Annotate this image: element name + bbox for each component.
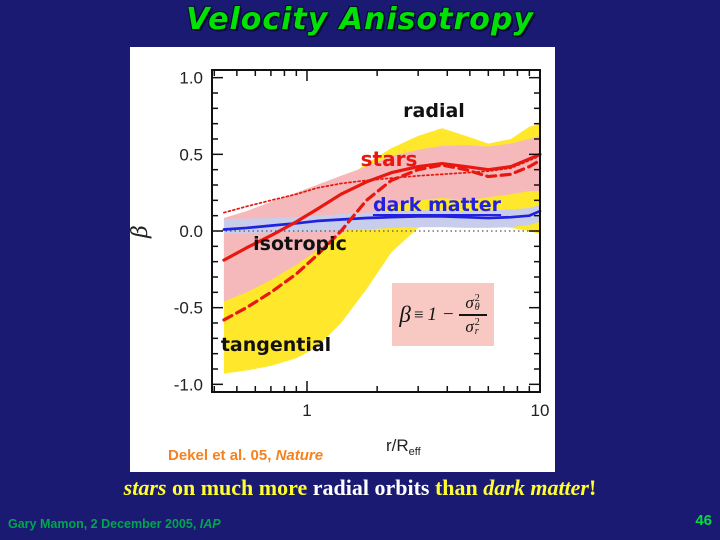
series-stars-dotted-example xyxy=(223,155,541,214)
beta-symbol: β xyxy=(399,301,411,327)
label-stars: stars xyxy=(360,147,418,171)
citation: Dekel et al. 05, Nature xyxy=(168,447,324,464)
label-dark-matter: dark matter xyxy=(372,194,502,216)
y-tick-label: -0.5 xyxy=(174,299,203,318)
label-tangential: tangential xyxy=(220,334,332,356)
bands xyxy=(223,123,540,374)
y-tick-label: 0.5 xyxy=(179,145,203,164)
y-tick-label: -1.0 xyxy=(174,375,203,394)
y-tick-label: 0.0 xyxy=(179,222,203,241)
series-stars-median xyxy=(222,152,542,262)
fraction-bar xyxy=(458,313,487,316)
footer-credit: Gary Mamon, 2 December 2005, IAP xyxy=(8,517,221,531)
x-tick-label: 10 xyxy=(531,401,550,420)
y-axis-label: β xyxy=(127,225,153,238)
caption: stars on much more radial orbits than da… xyxy=(123,475,597,500)
tick-labels: 1.0 0.5 0.0 -0.5 -1.0 1 10 xyxy=(174,69,550,420)
axis-frame xyxy=(211,69,541,393)
equiv-symbol: ≡ xyxy=(413,304,424,324)
page-number: 46 xyxy=(695,512,712,529)
label-isotropic: isotropic xyxy=(253,233,347,255)
anisotropy-plot: 1.0 0.5 0.0 -0.5 -1.0 1 10 xyxy=(174,69,550,420)
chart-panel: 1.0 0.5 0.0 -0.5 -1.0 1 10 radial stars dark m… xyxy=(127,47,555,472)
series-stars-dashed-example xyxy=(222,158,542,322)
slide-title: Velocity Anisotropy xyxy=(186,2,534,37)
band-dark-matter-scatter-lavender xyxy=(223,204,540,235)
series-dark-matter xyxy=(222,209,542,231)
y-tick-label: 1.0 xyxy=(179,69,203,88)
x-axis-label: r/Reff xyxy=(386,436,421,458)
label-radial: radial xyxy=(403,100,465,122)
x-tick-label: 1 xyxy=(302,401,311,420)
band-stars-scatter-pink xyxy=(223,135,540,302)
